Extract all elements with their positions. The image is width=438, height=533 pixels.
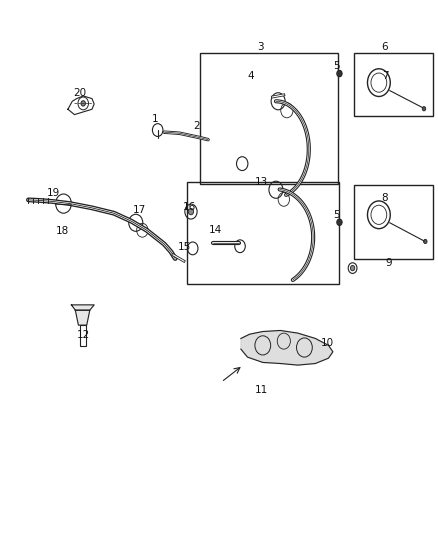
Text: 10: 10 xyxy=(321,338,334,348)
Text: 4: 4 xyxy=(247,71,254,81)
Text: 12: 12 xyxy=(77,330,90,340)
Text: 17: 17 xyxy=(133,205,146,215)
Text: 8: 8 xyxy=(381,193,388,203)
Text: 18: 18 xyxy=(56,226,69,236)
Circle shape xyxy=(422,107,426,111)
Polygon shape xyxy=(241,330,333,365)
Text: 19: 19 xyxy=(47,189,60,198)
Text: 13: 13 xyxy=(254,177,268,187)
Text: 15: 15 xyxy=(178,243,191,252)
Text: 14: 14 xyxy=(209,225,223,235)
Circle shape xyxy=(337,70,342,77)
Bar xyxy=(354,53,433,116)
Text: 16: 16 xyxy=(183,202,196,212)
Polygon shape xyxy=(75,310,90,325)
Bar xyxy=(80,325,86,346)
Text: 20: 20 xyxy=(74,88,87,98)
Text: 1: 1 xyxy=(152,115,159,124)
Text: 7: 7 xyxy=(381,71,389,80)
Circle shape xyxy=(337,219,342,225)
Text: 9: 9 xyxy=(385,259,392,268)
Circle shape xyxy=(350,265,355,271)
Text: 11: 11 xyxy=(255,385,268,395)
Circle shape xyxy=(424,239,427,244)
Polygon shape xyxy=(71,305,94,310)
Text: 5: 5 xyxy=(333,61,340,71)
Text: 3: 3 xyxy=(257,42,264,52)
Circle shape xyxy=(81,101,85,106)
Text: 6: 6 xyxy=(381,42,388,52)
Text: 5: 5 xyxy=(333,211,340,220)
Bar xyxy=(200,53,338,184)
Bar xyxy=(187,182,339,284)
Bar xyxy=(354,185,433,259)
Text: 2: 2 xyxy=(193,121,200,131)
Circle shape xyxy=(188,208,194,215)
